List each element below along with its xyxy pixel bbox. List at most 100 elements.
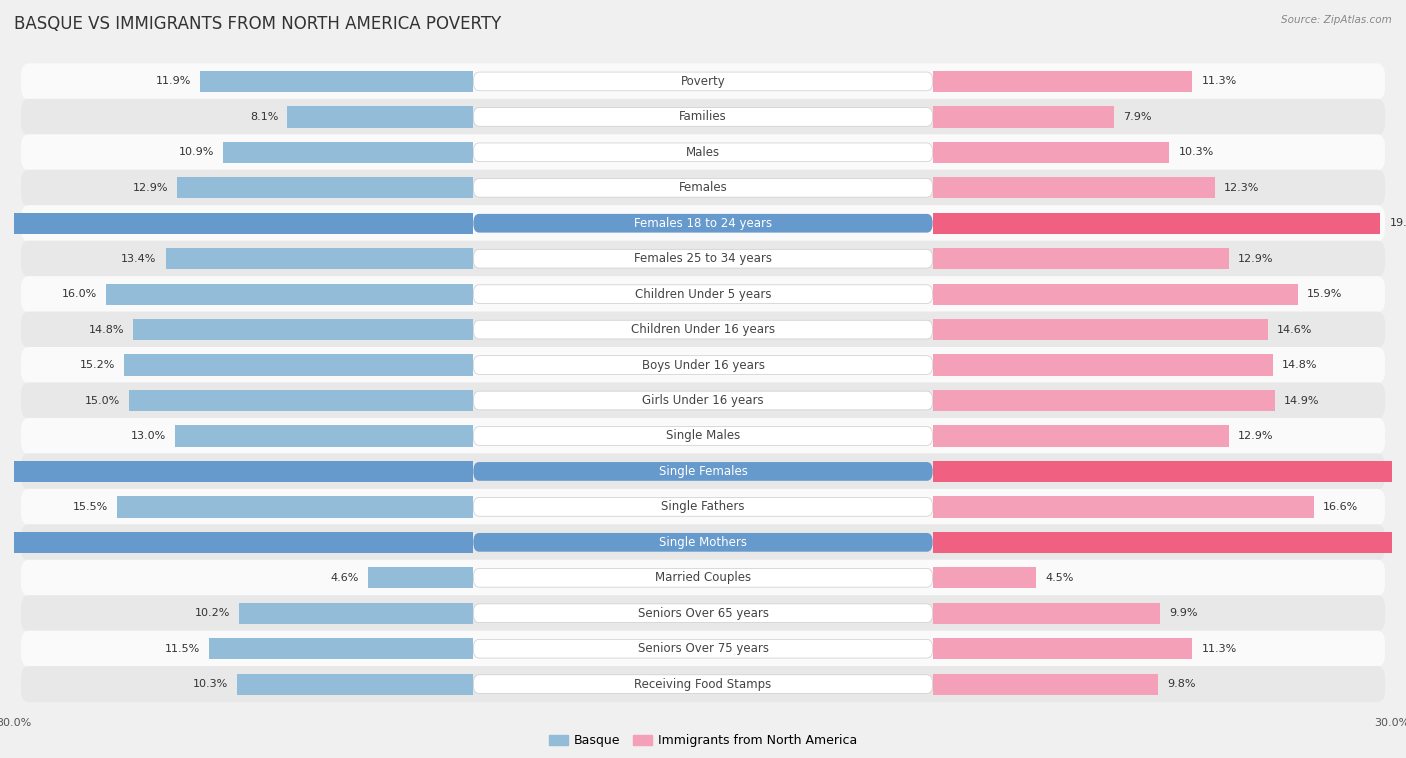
- Text: 15.9%: 15.9%: [1308, 289, 1343, 299]
- Bar: [932, 212, 1381, 234]
- FancyBboxPatch shape: [21, 453, 1385, 490]
- Text: Boys Under 16 years: Boys Under 16 years: [641, 359, 765, 371]
- Bar: [0, 212, 474, 234]
- Text: 4.5%: 4.5%: [1045, 573, 1074, 583]
- Legend: Basque, Immigrants from North America: Basque, Immigrants from North America: [544, 729, 862, 753]
- Text: Males: Males: [686, 146, 720, 159]
- Bar: [932, 567, 1036, 588]
- Bar: [117, 496, 474, 518]
- FancyBboxPatch shape: [474, 285, 932, 303]
- Bar: [124, 355, 474, 376]
- Bar: [932, 603, 1160, 624]
- Bar: [287, 106, 474, 127]
- Text: 14.8%: 14.8%: [1282, 360, 1317, 370]
- Bar: [239, 603, 474, 624]
- Bar: [932, 248, 1229, 269]
- FancyBboxPatch shape: [474, 675, 932, 694]
- Text: Single Males: Single Males: [666, 430, 740, 443]
- FancyBboxPatch shape: [474, 72, 932, 91]
- Text: 13.0%: 13.0%: [131, 431, 166, 441]
- Text: Girls Under 16 years: Girls Under 16 years: [643, 394, 763, 407]
- Bar: [932, 106, 1114, 127]
- Text: Poverty: Poverty: [681, 75, 725, 88]
- FancyBboxPatch shape: [474, 320, 932, 339]
- Bar: [932, 638, 1192, 659]
- Text: 12.9%: 12.9%: [132, 183, 167, 193]
- Text: Females 25 to 34 years: Females 25 to 34 years: [634, 252, 772, 265]
- FancyBboxPatch shape: [21, 595, 1385, 631]
- Text: 16.6%: 16.6%: [1323, 502, 1358, 512]
- Text: Source: ZipAtlas.com: Source: ZipAtlas.com: [1281, 15, 1392, 25]
- FancyBboxPatch shape: [21, 383, 1385, 418]
- Text: Females: Females: [679, 181, 727, 194]
- Text: 10.2%: 10.2%: [194, 608, 231, 619]
- Bar: [932, 142, 1170, 163]
- Text: 12.9%: 12.9%: [1239, 431, 1274, 441]
- Text: 11.3%: 11.3%: [1201, 644, 1237, 653]
- Bar: [166, 248, 474, 269]
- Text: Females 18 to 24 years: Females 18 to 24 years: [634, 217, 772, 230]
- Text: 14.6%: 14.6%: [1277, 324, 1312, 334]
- Bar: [932, 283, 1298, 305]
- FancyBboxPatch shape: [21, 276, 1385, 312]
- FancyBboxPatch shape: [474, 604, 932, 622]
- Text: Families: Families: [679, 111, 727, 124]
- FancyBboxPatch shape: [474, 356, 932, 374]
- Bar: [932, 461, 1399, 482]
- Bar: [932, 355, 1272, 376]
- FancyBboxPatch shape: [474, 568, 932, 587]
- Bar: [105, 283, 474, 305]
- FancyBboxPatch shape: [21, 525, 1385, 560]
- Bar: [932, 531, 1406, 553]
- Bar: [0, 461, 474, 482]
- Text: 13.4%: 13.4%: [121, 254, 156, 264]
- FancyBboxPatch shape: [21, 666, 1385, 702]
- Text: 12.3%: 12.3%: [1225, 183, 1260, 193]
- Text: Seniors Over 65 years: Seniors Over 65 years: [637, 606, 769, 620]
- FancyBboxPatch shape: [474, 427, 932, 446]
- Text: 19.5%: 19.5%: [1389, 218, 1406, 228]
- FancyBboxPatch shape: [21, 99, 1385, 135]
- Bar: [932, 496, 1313, 518]
- Text: 7.9%: 7.9%: [1123, 112, 1152, 122]
- Bar: [177, 177, 474, 199]
- Bar: [236, 674, 474, 695]
- Text: Single Mothers: Single Mothers: [659, 536, 747, 549]
- Text: 4.6%: 4.6%: [330, 573, 359, 583]
- Text: 9.8%: 9.8%: [1167, 679, 1195, 689]
- Text: Single Females: Single Females: [658, 465, 748, 478]
- Text: BASQUE VS IMMIGRANTS FROM NORTH AMERICA POVERTY: BASQUE VS IMMIGRANTS FROM NORTH AMERICA …: [14, 15, 502, 33]
- Text: Seniors Over 75 years: Seniors Over 75 years: [637, 642, 769, 655]
- Bar: [932, 425, 1229, 446]
- FancyBboxPatch shape: [474, 249, 932, 268]
- Text: Married Couples: Married Couples: [655, 572, 751, 584]
- Text: 8.1%: 8.1%: [250, 112, 278, 122]
- FancyBboxPatch shape: [474, 391, 932, 410]
- FancyBboxPatch shape: [21, 631, 1385, 667]
- Text: 16.0%: 16.0%: [62, 289, 97, 299]
- Text: 10.9%: 10.9%: [179, 147, 214, 158]
- Text: 10.3%: 10.3%: [1178, 147, 1213, 158]
- Text: Single Fathers: Single Fathers: [661, 500, 745, 513]
- Bar: [134, 319, 474, 340]
- FancyBboxPatch shape: [21, 489, 1385, 525]
- Bar: [368, 567, 474, 588]
- FancyBboxPatch shape: [21, 205, 1385, 241]
- FancyBboxPatch shape: [21, 170, 1385, 206]
- Text: 14.9%: 14.9%: [1284, 396, 1319, 406]
- Bar: [932, 674, 1157, 695]
- Bar: [932, 319, 1268, 340]
- FancyBboxPatch shape: [474, 108, 932, 127]
- Text: 11.9%: 11.9%: [156, 77, 191, 86]
- Bar: [932, 177, 1215, 199]
- FancyBboxPatch shape: [474, 533, 932, 552]
- FancyBboxPatch shape: [21, 64, 1385, 99]
- Text: 10.3%: 10.3%: [193, 679, 228, 689]
- Bar: [129, 390, 474, 411]
- FancyBboxPatch shape: [474, 462, 932, 481]
- Bar: [932, 70, 1192, 92]
- Bar: [209, 638, 474, 659]
- Text: Children Under 16 years: Children Under 16 years: [631, 323, 775, 336]
- Text: 15.0%: 15.0%: [84, 396, 120, 406]
- Bar: [932, 390, 1275, 411]
